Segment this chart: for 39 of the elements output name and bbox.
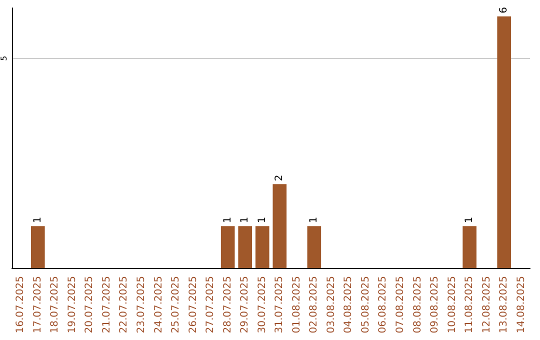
y-tick-label: 5 <box>0 56 8 61</box>
x-tick-label: 20.07.2025 <box>84 276 96 334</box>
x-tick-label: 17.07.2025 <box>32 276 44 334</box>
x-tick-label: 18.07.2025 <box>50 276 61 334</box>
x-tick-label: 13.08.2025 <box>498 276 510 334</box>
x-tick-label: 12.08.2025 <box>481 276 492 334</box>
data-label: 1 <box>222 216 234 224</box>
x-tick-label: 22.07.2025 <box>118 276 130 334</box>
x-tick-label: 16.07.2025 <box>15 276 26 334</box>
x-tick-label: 11.08.2025 <box>464 276 476 334</box>
x-tick-label: 07.08.2025 <box>395 276 406 334</box>
x-tick-label: 31.07.2025 <box>274 276 286 334</box>
x-tick-label: 10.08.2025 <box>446 276 458 334</box>
x-tick-label: 23.07.2025 <box>136 276 147 334</box>
x-tick-label: 26.07.2025 <box>188 276 199 334</box>
data-label: 6 <box>498 7 510 14</box>
x-tick-label: 19.07.2025 <box>66 276 78 334</box>
x-tick-label: 24.07.2025 <box>153 276 164 334</box>
data-label: 1 <box>240 216 251 224</box>
x-tick-label: 21.07.2025 <box>101 276 112 334</box>
data-label: 2 <box>274 174 286 182</box>
x-tick-label: 03.08.2025 <box>326 276 337 334</box>
x-tick-label: 02.08.2025 <box>308 276 320 334</box>
x-tick-label: 25.07.2025 <box>170 276 182 334</box>
data-label: 1 <box>464 216 476 224</box>
x-tick-label: 01.08.2025 <box>291 276 302 334</box>
x-tick-label: 30.07.2025 <box>256 276 268 334</box>
x-tick-label: 08.08.2025 <box>412 276 424 334</box>
x-tick-label: 04.08.2025 <box>343 276 354 334</box>
data-label: 1 <box>256 216 268 224</box>
data-label: 1 <box>308 216 320 224</box>
data-label: 1 <box>32 216 44 224</box>
x-tick-label: 29.07.2025 <box>240 276 251 334</box>
x-tick-label: 05.08.2025 <box>360 276 372 334</box>
x-tick-label: 27.07.2025 <box>205 276 216 334</box>
x-tick-label: 28.07.2025 <box>222 276 234 334</box>
x-tick-label: 14.08.2025 <box>516 276 527 334</box>
x-tick-label: 06.08.2025 <box>378 276 389 334</box>
x-tick-label: 09.08.2025 <box>430 276 441 334</box>
